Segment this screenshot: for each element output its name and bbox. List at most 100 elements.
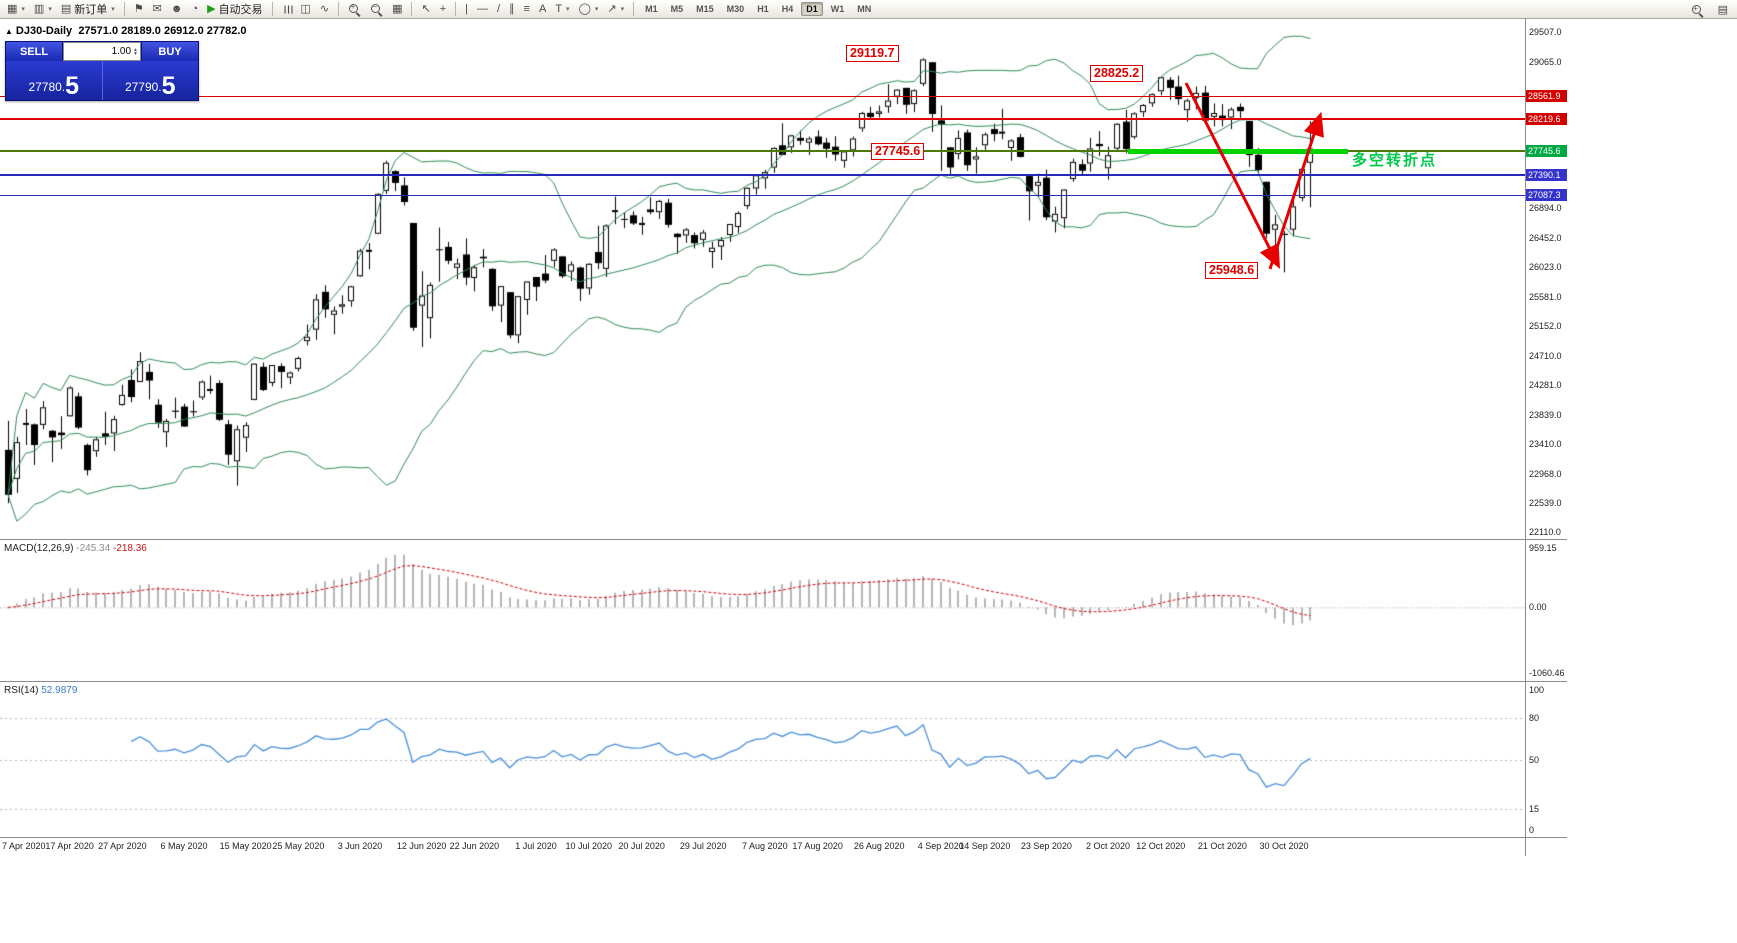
price-chart-canvas[interactable] xyxy=(0,19,1525,539)
price-line[interactable] xyxy=(0,95,1525,97)
dropdown-caret-icon: ▾ xyxy=(48,6,52,13)
volume-input[interactable]: 1.00 ▲ ▼ xyxy=(63,42,141,61)
vertical-line-icon: | xyxy=(465,2,468,15)
toolbar-separator xyxy=(271,2,273,16)
buy-price-main: 27790. xyxy=(124,80,162,94)
date-label: 27 Apr 2020 xyxy=(98,841,147,851)
new-chart-button[interactable]: ▦ ▾ xyxy=(3,1,29,18)
date-label: 25 May 2020 xyxy=(272,841,325,851)
trendline-icon: / xyxy=(496,2,501,15)
date-label: 22 Jun 2020 xyxy=(449,841,500,851)
volume-stepper-icon[interactable]: ▲ ▼ xyxy=(133,46,138,57)
price-tag: 28219.6 xyxy=(1526,112,1567,125)
toolbar-separator xyxy=(123,2,125,16)
price-axis-label: 26452.0 xyxy=(1529,233,1562,244)
label-icon: T xyxy=(555,2,563,15)
zoom-out-button[interactable]: − xyxy=(366,1,387,18)
market-watch-icon: ⚑ xyxy=(133,2,144,15)
news-icon: ✉ xyxy=(152,2,162,15)
candlestick-chart-button[interactable]: ◫ xyxy=(296,1,314,18)
text-icon: A xyxy=(538,2,547,15)
news-button[interactable]: ✉ xyxy=(149,1,166,18)
timeframe-m30-button[interactable]: M30 xyxy=(726,4,745,14)
sell-price-button[interactable]: 27780. 5 xyxy=(6,61,102,100)
rsi-panel-canvas[interactable] xyxy=(0,682,1525,837)
date-label: 30 Oct 2020 xyxy=(1259,841,1309,851)
cursor-button[interactable]: ↖ xyxy=(417,1,434,18)
history-center-button[interactable]: ◔ xyxy=(187,1,202,18)
bar-chart-button[interactable]: ☰ xyxy=(278,1,296,18)
price-line[interactable] xyxy=(0,195,1525,197)
pivot-note-text[interactable]: 多空转折点 xyxy=(1352,152,1438,169)
date-label: 10 Jul 2020 xyxy=(565,841,613,851)
price-axis-border xyxy=(1525,19,1526,856)
new-order-icon: ▤ xyxy=(60,2,72,15)
date-label: 12 Oct 2020 xyxy=(1136,841,1186,851)
new-order-button[interactable]: ▤ 新订单 ▾ xyxy=(57,1,119,18)
one-click-trading-panel: SELL 1.00 ▲ ▼ BUY 27780. 5 27790. 5 xyxy=(5,41,199,101)
pivot-highlight-line[interactable] xyxy=(1128,148,1348,154)
time-axis-separator xyxy=(0,837,1567,838)
line-chart-button[interactable]: ∿ xyxy=(316,1,333,18)
buy-button[interactable]: BUY xyxy=(141,42,198,61)
rsi-panel-resize-handle[interactable] xyxy=(0,681,1567,682)
sell-button-label: SELL xyxy=(19,45,49,58)
timeframe-mn-button[interactable]: MN xyxy=(857,4,872,14)
timeframe-h4-button[interactable]: H4 xyxy=(781,4,794,14)
timeframe-m15-button[interactable]: M15 xyxy=(696,4,714,14)
market-watch-button[interactable]: ⚑ xyxy=(130,1,148,18)
horizontal-line-icon: ― xyxy=(476,2,488,15)
price-callout[interactable]: 25948.6 xyxy=(1205,262,1259,279)
price-axis-label: 29065.0 xyxy=(1529,56,1562,67)
trendline-button[interactable]: / xyxy=(493,1,504,18)
zoom-in-button[interactable]: + xyxy=(344,1,365,18)
shapes-button[interactable]: ◯ ▾ xyxy=(575,1,603,18)
macd-panel-canvas[interactable] xyxy=(0,540,1525,682)
dropdown-caret-icon: ▾ xyxy=(566,6,570,13)
date-label: 21 Oct 2020 xyxy=(1197,841,1247,851)
macd-panel-resize-handle[interactable] xyxy=(0,539,1567,540)
window-list-button[interactable]: ▤ xyxy=(1714,2,1732,19)
price-axis-label: 26894.0 xyxy=(1529,203,1562,214)
timeframe-m1-button[interactable]: M1 xyxy=(645,4,658,14)
vertical-line-button[interactable]: | xyxy=(461,1,472,18)
sell-button[interactable]: SELL xyxy=(6,42,63,61)
date-label: 12 Jun 2020 xyxy=(396,841,447,851)
timeframe-h1-button[interactable]: H1 xyxy=(757,4,769,14)
fibonacci-button[interactable]: ≡ xyxy=(520,1,534,18)
label-button[interactable]: T ▾ xyxy=(551,1,573,18)
chart-title: ▲ DJ30-Daily 27571.0 28189.0 26912.0 2778… xyxy=(5,25,247,37)
crosshair-button[interactable]: + xyxy=(436,1,450,18)
sell-price-big-digit: 5 xyxy=(65,71,80,100)
price-callout[interactable]: 28825.2 xyxy=(1090,65,1144,82)
price-line[interactable] xyxy=(0,149,1525,152)
toolbar-separator xyxy=(633,2,635,16)
symbol-search-button[interactable]: + xyxy=(1687,2,1708,19)
autotrading-button-label: 自动交易 xyxy=(218,4,263,16)
profiles-button[interactable]: ▥ ▾ xyxy=(30,1,56,18)
timeframe-w1-button[interactable]: W1 xyxy=(830,4,845,14)
arrows-button[interactable]: ↗ ▾ xyxy=(603,1,628,18)
rsi-axis-label: 80 xyxy=(1529,713,1540,723)
volume-value: 1.00 xyxy=(111,46,132,57)
date-label: 29 Jul 2020 xyxy=(679,841,727,851)
oneclick-collapse-icon[interactable]: ▲ xyxy=(5,27,13,36)
autotrading-button[interactable]: ▶ 自动交易 xyxy=(203,1,266,18)
dropdown-caret-icon: ▾ xyxy=(620,6,625,13)
price-axis-label: 23410.0 xyxy=(1529,438,1562,449)
price-line[interactable] xyxy=(0,173,1525,176)
timeframe-m5-button[interactable]: M5 xyxy=(670,4,684,14)
horizontal-line-button[interactable]: ― xyxy=(473,1,492,18)
tile-windows-button[interactable]: ▦ xyxy=(388,1,406,18)
timeframe-d1-button[interactable]: D1 xyxy=(801,2,823,16)
price-line[interactable] xyxy=(0,117,1525,120)
buy-price-button[interactable]: 27790. 5 xyxy=(102,61,198,100)
price-divider xyxy=(101,61,103,100)
price-callout[interactable]: 29119.7 xyxy=(846,45,899,62)
price-callout[interactable]: 27745.6 xyxy=(871,143,925,160)
text-button[interactable]: A xyxy=(535,1,550,18)
date-label: 26 Aug 2020 xyxy=(853,841,905,851)
equidistant-channel-button[interactable]: ∥ xyxy=(505,1,519,18)
community-button[interactable]: ☻ xyxy=(167,1,187,18)
zoom-in-icon: + xyxy=(348,2,361,16)
